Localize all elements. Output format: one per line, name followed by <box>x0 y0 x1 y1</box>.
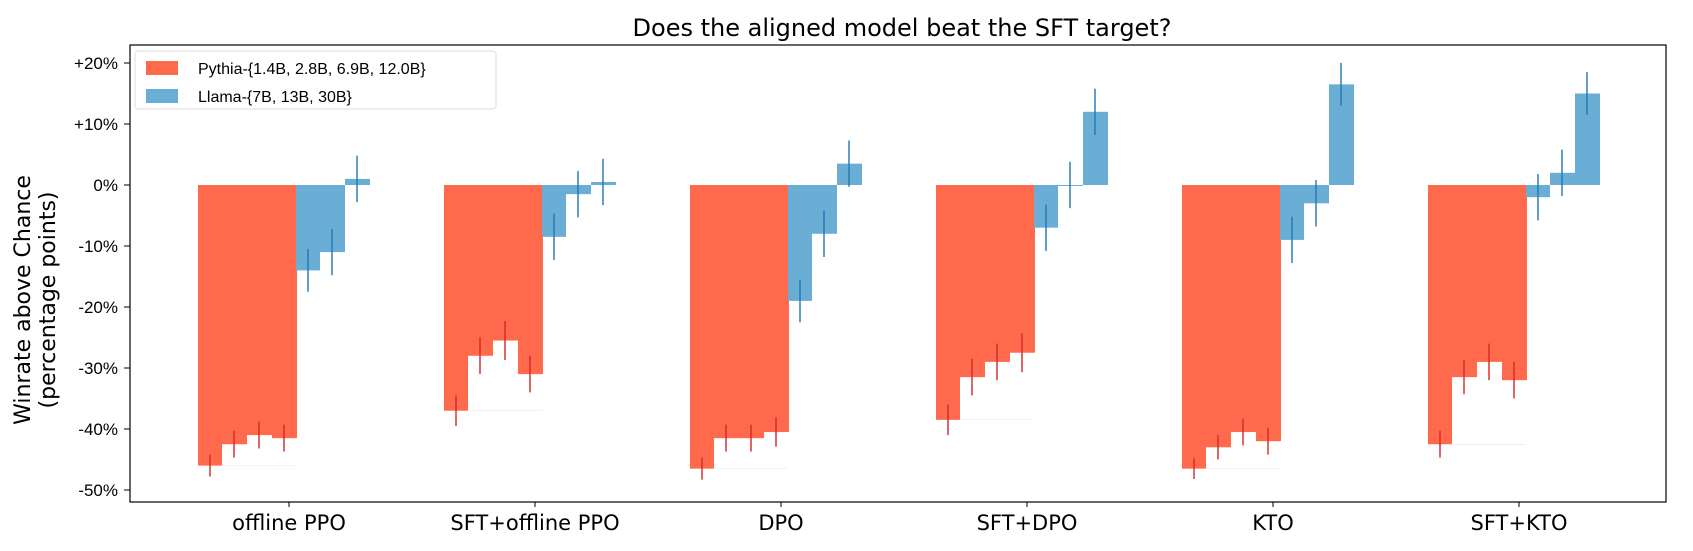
y-axis-label: Winrate above Chance (percentage points) <box>11 175 61 425</box>
y-axis-label-line-1: Winrate above Chance <box>11 175 36 425</box>
y-tick-label: -20% <box>78 298 118 317</box>
legend: Pythia-{1.4B, 2.8B, 6.9B, 12.0B} Llama-{… <box>134 50 497 110</box>
y-tick-label: +10% <box>74 115 118 134</box>
y-tick-label: -50% <box>78 481 118 500</box>
bar-pythia-2.8B <box>222 185 247 445</box>
chart-title: Does the aligned model beat the SFT targ… <box>633 14 1172 42</box>
bar-pythia-2.8B <box>468 185 493 356</box>
x-tick-label: offline PPO <box>232 511 346 535</box>
x-tick-label: SFT+DPO <box>977 511 1078 535</box>
bar-pythia-6.9B <box>247 185 272 436</box>
bar-pythia-2.8B <box>1206 185 1231 448</box>
x-tick-label: KTO <box>1252 511 1294 535</box>
bar-pythia-12.0B <box>518 185 543 375</box>
bar-pythia-6.9B <box>1231 185 1256 433</box>
bar-pythia-6.9B <box>493 185 518 341</box>
legend-swatch-pythia <box>146 61 178 75</box>
legend-label-pythia: Pythia-{1.4B, 2.8B, 6.9B, 12.0B} <box>198 61 426 78</box>
x-tick-label: DPO <box>758 511 803 535</box>
y-axis-ticks: +20% +10% 0% -10% -20% -30% -40% -50% <box>74 54 130 500</box>
error-bars-layer <box>209 63 1588 480</box>
y-tick-label: -30% <box>78 359 118 378</box>
x-tick-label: SFT+offline PPO <box>450 511 619 535</box>
bar-pythia-12.0B <box>272 185 297 439</box>
y-tick-label: -40% <box>78 420 118 439</box>
y-tick-label: 0% <box>93 176 118 195</box>
bar-pythia-12.0B <box>1502 185 1527 381</box>
bar-pythia-2.8B <box>960 185 985 378</box>
bar-pythia-12.0B <box>1010 185 1035 353</box>
y-tick-label: -10% <box>78 237 118 256</box>
bar-pythia-12.0B <box>1256 185 1281 442</box>
bar-pythia-6.9B <box>985 185 1010 362</box>
bar-pythia-2.8B <box>1452 185 1477 378</box>
legend-label-llama: Llama-{7B, 13B, 30B} <box>198 89 353 106</box>
bar-pythia-12.0B <box>764 185 789 433</box>
legend-swatch-llama <box>146 89 178 103</box>
y-tick-label: +20% <box>74 54 118 73</box>
bar-pythia-6.9B <box>739 185 764 439</box>
bars-layer <box>198 84 1600 469</box>
x-tick-label: SFT+KTO <box>1471 511 1568 535</box>
legend-box <box>134 50 497 110</box>
bar-pythia-2.8B <box>714 185 739 439</box>
plot-frame <box>129 44 1667 503</box>
x-axis-ticks: offline PPO SFT+offline PPO DPO SFT+DPO KTO S… <box>232 502 1567 535</box>
y-axis-label-line-2: (percentage points) <box>36 192 61 409</box>
bar-pythia-6.9B <box>1477 185 1502 362</box>
